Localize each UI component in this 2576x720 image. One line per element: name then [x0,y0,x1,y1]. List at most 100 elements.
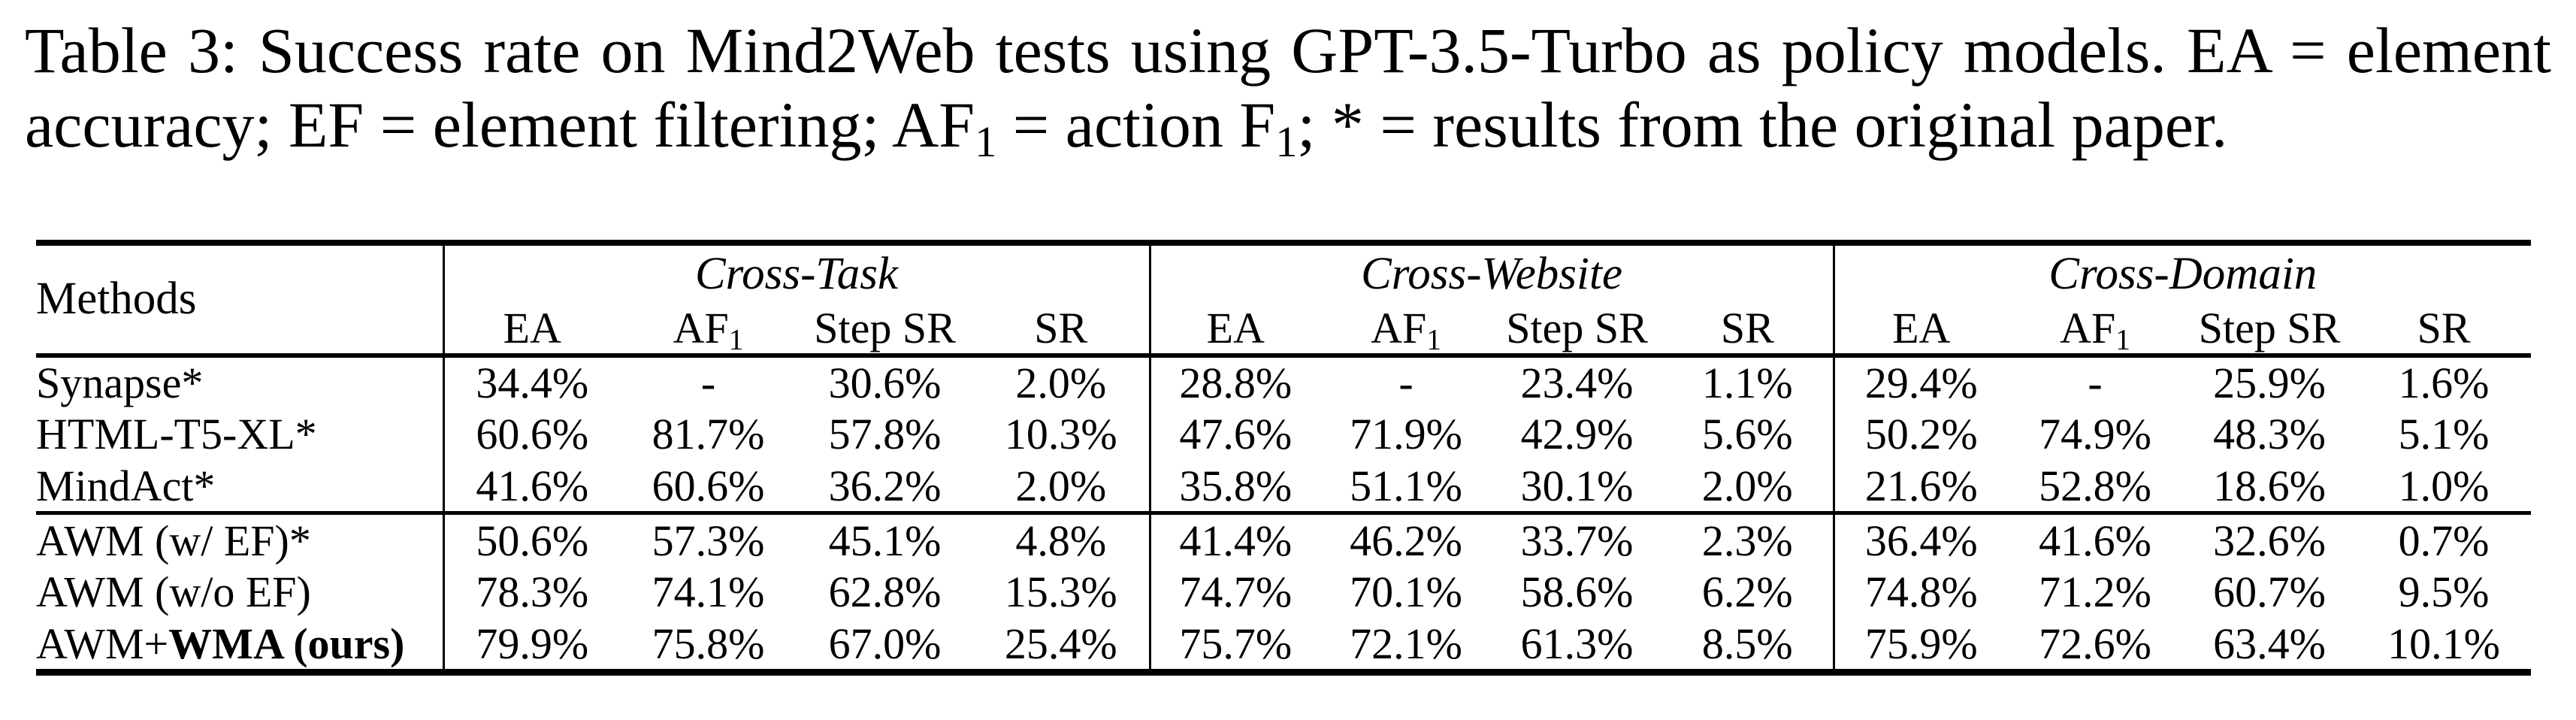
value-cell: 60.6% [442,407,620,461]
value-cell: 75.7% [1148,618,1321,673]
col-header-cd-ea: EA [1832,302,2009,355]
caption-text: accuracy; EF = element filtering; AF [25,88,975,161]
method-label: MindAct* [36,461,216,511]
method-label: AWM (w/o EF) [36,567,311,617]
value-cell: 74.7% [1148,565,1321,619]
value-cell: 21.6% [1832,460,2009,513]
value-cell: 60.6% [652,461,765,511]
caption-line-1: Table 3: Success rate on Mind2Web tests … [25,14,2551,86]
value-cell: - [1398,358,1413,407]
value-cell: - [700,358,716,407]
method-label: HTML-T5-XL* [36,410,317,459]
value-cell: 70.1% [1350,567,1462,617]
table-caption: Table 3: Success rate on Mind2Web tests … [25,14,2551,163]
methods-column-header: Methods [36,274,197,325]
value-cell: 1.0% [2398,461,2490,511]
value-cell: 57.3% [652,516,765,565]
value-cell: 71.9% [1350,410,1462,459]
value-cell: 8.5% [1701,619,1793,668]
col-header-cw-ea: EA [1148,302,1321,355]
value-cell: - [2088,358,2103,407]
value-cell: 2.0% [1701,461,1793,511]
value-cell: 25.9% [2213,358,2326,407]
table-row-awm-wma-ours: AWM+WMA (ours) 79.9% 75.8% 67.0% 25.4% 7… [36,618,2531,673]
value-cell: 74.1% [652,567,765,617]
value-cell: 71.2% [2039,567,2151,617]
value-cell: 46.2% [1350,516,1462,565]
af1-label: AF [673,303,729,352]
value-cell: 75.9% [1832,618,2009,673]
value-cell: 5.6% [1701,410,1793,459]
col-header-cd-sr: SR [2417,303,2471,352]
col-header-cw-af1: AF1 [1320,303,1492,355]
value-cell: 50.2% [1832,407,2009,461]
value-cell: 0.7% [2398,516,2490,565]
table-row-synapse: Synapse* 34.4% - 30.6% 2.0% 28.8% - 23.4… [36,355,2531,408]
value-cell: 2.3% [1701,516,1793,565]
value-cell: 2.0% [1015,461,1107,511]
table-row-awm-wo-ef: AWM (w/o EF) 78.3% 74.1% 62.8% 15.3% 74.… [36,565,2531,619]
value-cell: 41.6% [442,460,620,513]
value-cell: 75.8% [652,619,765,668]
col-header-ct-ea: EA [442,302,620,355]
af1-subscript: 1 [1426,322,1441,355]
value-cell: 33.7% [1520,516,1634,565]
value-cell: 36.2% [828,461,942,511]
value-cell: 35.8% [1148,460,1321,513]
value-cell: 74.8% [1832,565,2009,619]
value-cell: 58.6% [1520,567,1634,617]
value-cell: 4.8% [1015,516,1107,565]
af1-subscript: 1 [728,322,744,355]
caption-subscript: 1 [1275,116,1298,166]
group-header-cross-domain: Cross-Domain [1832,242,2532,303]
value-cell: 10.3% [1004,410,1117,459]
col-header-ct-af1: AF1 [620,303,797,355]
value-cell: 67.0% [828,619,942,668]
value-cell: 42.9% [1520,410,1634,459]
col-header-cw-sr: SR [1720,303,1774,352]
value-cell: 61.3% [1520,619,1634,668]
col-header-ct-step-sr: Step SR [814,303,956,352]
value-cell: 63.4% [2213,619,2326,668]
value-cell: 23.4% [1520,358,1634,407]
value-cell: 10.1% [2387,619,2500,668]
value-cell: 1.6% [2398,358,2490,407]
col-header-ct-sr: SR [1034,303,1088,352]
value-cell: 81.7% [652,410,765,459]
value-cell: 28.8% [1148,355,1321,408]
value-cell: 45.1% [828,516,942,565]
value-cell: 29.4% [1832,355,2009,408]
value-cell: 32.6% [2213,516,2326,565]
results-table: Methods Cross-Task Cross-Website Cross-D… [36,239,2532,676]
caption-subscript: 1 [975,116,997,166]
value-cell: 79.9% [442,618,620,673]
value-cell: 1.1% [1701,358,1793,407]
value-cell: 30.1% [1520,461,1634,511]
af1-subscript: 1 [2115,322,2130,355]
value-cell: 34.4% [442,355,620,408]
value-cell: 6.2% [1701,567,1793,617]
method-label-bold: WMA (ours) [168,619,405,668]
value-cell: 72.1% [1350,619,1462,668]
col-header-cd-af1: AF1 [2008,303,2182,355]
value-cell: 62.8% [828,567,942,617]
value-cell: 25.4% [1004,619,1117,668]
value-cell: 15.3% [1004,567,1117,617]
value-cell: 74.9% [2039,410,2151,459]
value-cell: 48.3% [2213,410,2326,459]
value-cell: 18.6% [2213,461,2326,511]
value-cell: 41.4% [1148,513,1321,566]
value-cell: 78.3% [442,565,620,619]
value-cell: 2.0% [1015,358,1107,407]
value-cell: 41.6% [2039,516,2151,565]
value-cell: 52.8% [2039,461,2151,511]
caption-text: ; * = results from the original paper. [1297,88,2228,161]
method-label: AWM (w/ EF)* [36,516,311,565]
table-row: EA AF1 Step SR SR EA AF1 Step SR SR EA A… [36,302,2531,355]
table-row-awm-w-ef: AWM (w/ EF)* 50.6% 57.3% 45.1% 4.8% 41.4… [36,513,2531,566]
col-header-cw-step-sr: Step SR [1506,303,1648,352]
value-cell: 36.4% [1832,513,2009,566]
table-row-html-t5-xl: HTML-T5-XL* 60.6% 81.7% 57.8% 10.3% 47.6… [36,407,2531,461]
value-cell: 72.6% [2039,619,2151,668]
method-label: AWM+WMA (ours) [36,619,443,673]
